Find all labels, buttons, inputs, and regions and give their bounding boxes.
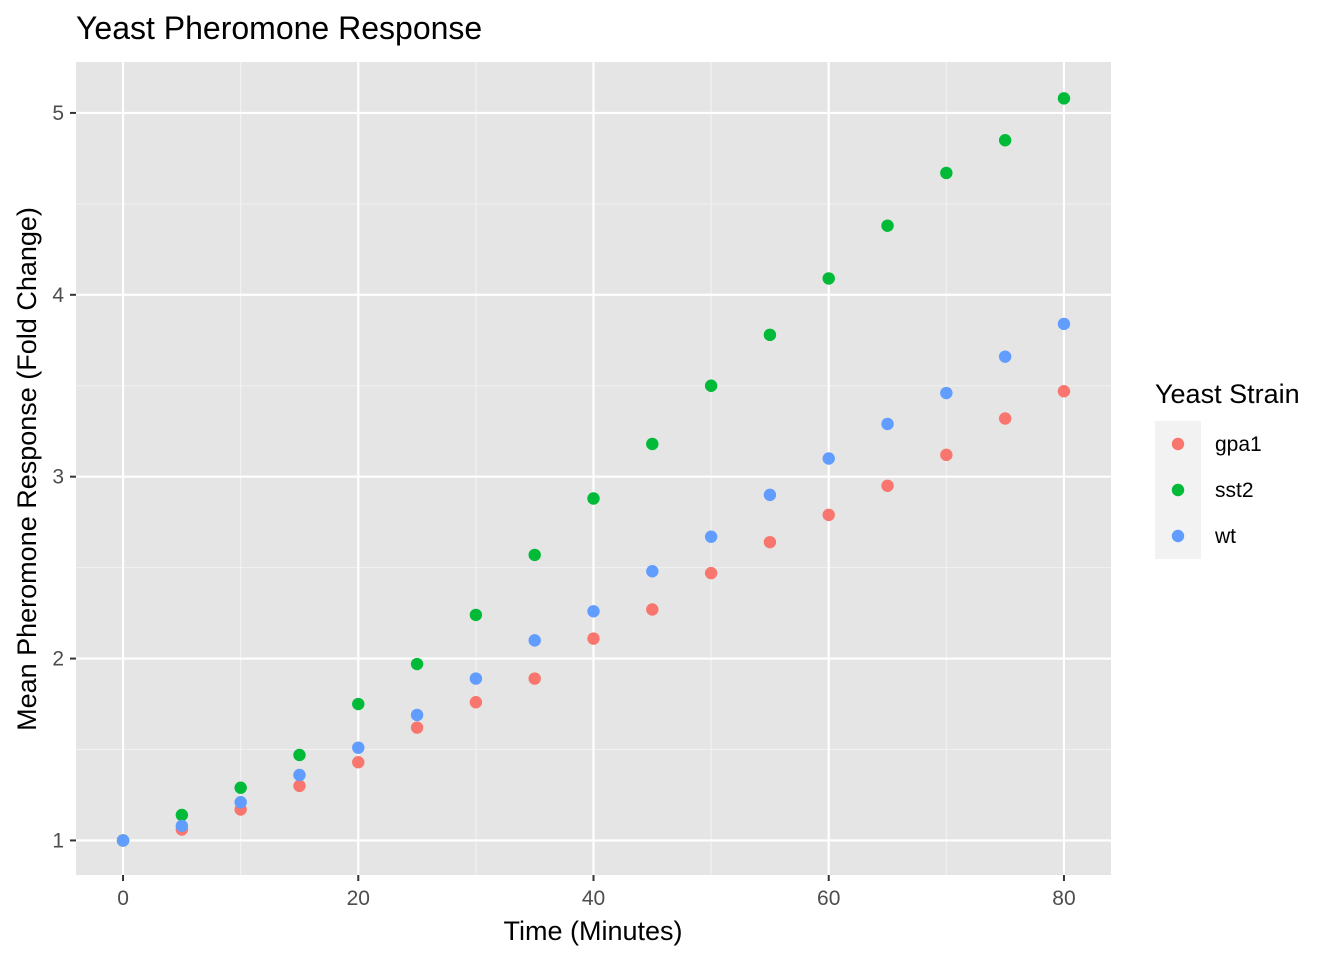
data-point-wt xyxy=(881,417,894,431)
data-point-gpa1 xyxy=(646,603,659,616)
data-point-sst2 xyxy=(293,748,306,762)
data-point-wt xyxy=(352,741,365,754)
data-point-gpa1 xyxy=(763,535,777,549)
y-axis-title: Mean Pheromone Response (Fold Change) xyxy=(12,207,42,731)
x-axis-title: Time (Minutes) xyxy=(503,916,682,946)
y-tick-label: 3 xyxy=(52,466,64,489)
data-point-wt xyxy=(175,819,189,833)
data-point-sst2 xyxy=(881,219,894,232)
data-point-gpa1 xyxy=(704,566,718,580)
data-point-gpa1 xyxy=(410,721,424,734)
legend-marker-gpa1 xyxy=(1171,437,1185,451)
y-tick-label: 1 xyxy=(52,829,64,852)
data-points xyxy=(116,92,1071,847)
x-tick-label: 20 xyxy=(347,887,370,910)
data-point-wt xyxy=(587,605,600,618)
data-point-gpa1 xyxy=(587,632,600,645)
data-point-wt xyxy=(998,350,1012,363)
data-point-wt xyxy=(704,530,718,543)
x-tick-label: 0 xyxy=(117,887,129,910)
data-point-wt xyxy=(763,488,777,502)
data-point-wt xyxy=(469,672,483,685)
data-point-sst2 xyxy=(704,379,718,392)
data-point-wt xyxy=(234,796,247,809)
data-point-gpa1 xyxy=(528,672,541,685)
data-point-wt xyxy=(528,634,541,647)
data-point-gpa1 xyxy=(1057,385,1071,398)
y-tick-label: 2 xyxy=(52,648,64,671)
data-point-sst2 xyxy=(763,328,777,342)
legend-title: Yeast Strain xyxy=(1155,379,1300,409)
y-tick-label: 5 xyxy=(52,102,64,125)
data-point-gpa1 xyxy=(998,412,1012,425)
data-point-wt xyxy=(822,452,835,465)
data-point-sst2 xyxy=(646,437,659,451)
data-point-sst2 xyxy=(940,166,953,180)
data-point-wt xyxy=(293,768,306,782)
series-wt xyxy=(116,317,1071,847)
x-tick-label: 40 xyxy=(582,887,605,910)
data-point-sst2 xyxy=(234,781,247,794)
x-tick-label: 80 xyxy=(1052,887,1075,910)
legend: Yeast Strain gpa1 sst2 wt xyxy=(1155,379,1300,559)
chart-title: Yeast Pheromone Response xyxy=(76,10,482,46)
data-point-sst2 xyxy=(587,492,600,505)
data-point-sst2 xyxy=(528,548,541,562)
data-point-gpa1 xyxy=(352,756,365,769)
major-gridlines xyxy=(76,62,1111,875)
data-point-sst2 xyxy=(469,608,483,622)
data-point-sst2 xyxy=(352,697,365,711)
data-point-gpa1 xyxy=(822,508,835,522)
y-tick-label: 4 xyxy=(52,284,64,307)
legend-marker-wt xyxy=(1171,529,1185,543)
data-point-sst2 xyxy=(998,134,1012,147)
data-point-sst2 xyxy=(1057,92,1071,105)
data-point-sst2 xyxy=(822,272,835,285)
legend-label-wt: wt xyxy=(1214,525,1236,548)
data-point-wt xyxy=(116,834,130,847)
data-point-gpa1 xyxy=(293,779,306,793)
data-point-gpa1 xyxy=(940,448,953,462)
data-point-wt xyxy=(1057,317,1071,331)
data-point-sst2 xyxy=(410,657,424,671)
y-axis: 1 2 3 4 5 xyxy=(52,102,76,852)
data-point-sst2 xyxy=(175,808,189,822)
data-point-wt xyxy=(410,708,424,722)
legend-label-gpa1: gpa1 xyxy=(1215,433,1262,456)
legend-label-sst2: sst2 xyxy=(1215,479,1254,502)
x-tick-label: 60 xyxy=(817,887,840,910)
data-point-gpa1 xyxy=(881,479,894,492)
x-axis: 0 20 40 60 80 xyxy=(117,875,1076,910)
legend-marker-sst2 xyxy=(1171,483,1185,497)
data-point-wt xyxy=(646,565,659,578)
data-point-wt xyxy=(940,386,953,400)
data-point-gpa1 xyxy=(469,696,483,709)
